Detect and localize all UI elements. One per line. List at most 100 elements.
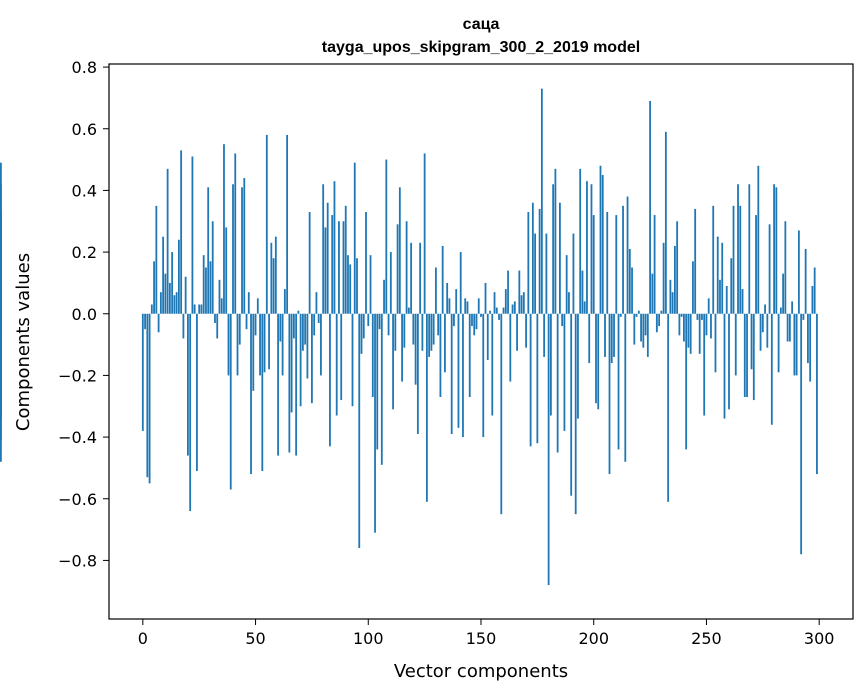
bar [394,313,397,351]
bar [369,255,372,314]
bar [633,313,636,345]
bar [155,205,158,314]
bar [356,258,358,314]
bar [728,313,730,410]
bar [685,313,688,450]
bar [0,313,2,419]
bar [274,236,277,314]
bar [223,144,225,314]
bar [511,304,514,314]
bar [604,313,606,357]
bar [540,88,543,314]
bar [590,184,593,314]
bar [227,313,230,376]
bar [802,313,805,320]
bar [308,212,311,314]
y-tick-label: −0.2 [58,366,97,385]
bar [689,313,692,354]
bar [811,286,814,314]
bar [797,230,800,314]
bar [563,313,566,431]
y-tick-label: 0.0 [72,305,97,324]
bar [344,205,347,314]
bar [410,242,413,314]
bar [601,175,604,314]
bar [317,313,320,323]
bar [559,202,561,314]
bar [306,313,309,379]
bar [236,313,239,376]
bar [385,159,388,314]
bar [448,298,451,314]
bar [144,313,146,330]
bar [268,313,270,370]
bar [198,304,201,314]
bar [660,310,663,314]
bar [572,233,575,314]
bar [365,212,367,314]
bar [477,298,480,314]
bar [157,313,160,333]
bar [421,313,424,351]
bars-group [0,88,818,586]
bar [723,313,726,419]
bar [534,233,537,314]
bar [518,270,521,314]
bar [347,255,349,314]
bar [234,153,237,314]
bar [741,289,744,314]
bar [193,304,196,314]
bar [159,292,162,314]
bar [807,313,809,364]
bar [687,313,690,348]
bar [225,227,228,314]
bar [658,313,661,327]
bar [290,313,293,413]
bar [748,184,751,314]
bar [245,313,248,330]
bar [768,224,771,314]
bar [439,313,442,397]
bar [622,205,624,314]
bar [191,156,194,314]
bar [520,295,523,314]
bar [471,313,473,327]
bar [146,313,149,478]
bar [281,313,284,376]
bar [358,313,361,549]
bar [565,255,568,314]
bar [205,267,207,314]
bar [676,221,679,314]
bar [513,301,516,314]
bar [187,313,189,456]
bar [265,134,268,314]
bar [232,184,234,314]
bar [484,282,487,314]
bar [475,313,478,330]
bar [795,313,798,376]
bar [403,313,406,348]
bar [238,313,241,345]
bar [761,313,764,333]
bar [378,313,381,330]
bar [311,313,313,404]
bar [653,215,656,314]
bar [694,208,697,314]
bar [320,313,322,376]
bar [579,168,582,314]
bar [220,298,223,314]
bar [673,245,676,314]
bar [586,181,588,314]
bar [482,313,485,438]
bar [651,273,654,314]
bar [389,252,392,314]
bar [432,313,435,345]
bar [743,313,746,397]
bar [545,233,548,314]
x-tick-label: 250 [691,629,722,648]
bar [196,313,198,471]
bar [624,313,627,462]
bar [577,313,579,419]
bar [480,313,482,317]
bar [561,313,564,327]
